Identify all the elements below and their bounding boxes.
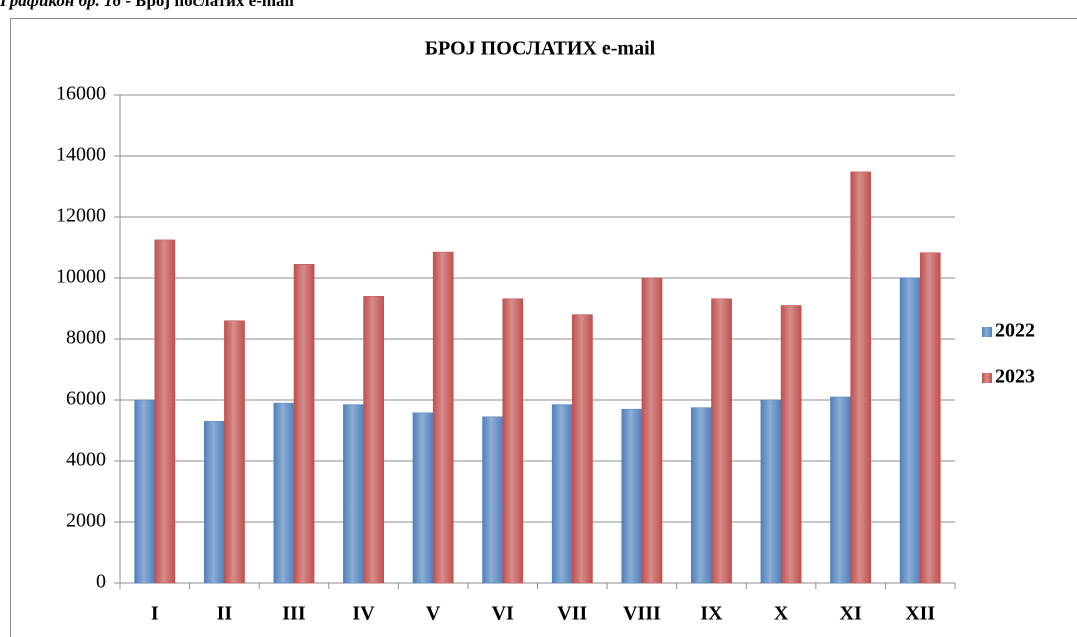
bar [224,320,245,584]
x-tick-label: VI [492,603,514,625]
y-tick-label: 2000 [66,510,106,532]
x-tick-label: VIII [623,603,661,625]
caption: Графикон бр. 16 - Број послатих e-mail [0,0,294,10]
caption-label: Графикон бр. 16 [0,0,122,10]
legend-swatch [982,327,992,337]
x-tick-label: V [426,603,441,625]
legend-swatch [982,373,992,383]
bar [760,399,782,584]
bar [850,171,872,584]
x-tick-label: III [282,603,306,625]
bar [551,404,573,584]
x-tick-label: X [774,603,789,625]
bar [641,277,663,584]
x-tick-label: IX [700,603,723,625]
bar [899,277,921,584]
x-tick-label: XI [840,603,862,625]
bar [691,407,712,584]
x-tick-label: IV [352,603,375,625]
bar [482,416,503,584]
bar [502,298,524,584]
bar [363,296,384,584]
bar [154,239,176,584]
x-tick-label: I [151,603,159,625]
bar [273,402,295,584]
bar [203,421,225,584]
chart-border [10,18,1077,637]
x-tick-label: XII [905,603,935,625]
y-tick-label: 0 [96,571,106,593]
bar [711,298,732,584]
bar [343,404,364,584]
y-tick-label: 16000 [56,83,106,105]
bar [432,251,454,584]
y-tick-label: 8000 [66,327,106,349]
bar [412,412,434,584]
bar [134,399,156,584]
y-tick-label: 14000 [56,144,106,166]
bar [572,314,593,584]
x-tick-label: VII [557,603,587,625]
chart-title: БРОЈ ПОСЛАТИХ e-mail [425,38,656,60]
bar [621,408,643,584]
bar [780,305,802,584]
legend-label: 2023 [995,366,1035,388]
y-tick-label: 10000 [56,266,106,288]
bar [919,252,941,584]
legend-label: 2022 [995,320,1035,342]
y-tick-label: 6000 [66,388,106,410]
caption-text: - Број послатих e-mail [121,0,294,10]
bar [293,264,315,584]
bar [830,396,851,584]
y-tick-label: 4000 [66,449,106,471]
x-tick-label: II [217,603,233,625]
y-tick-label: 12000 [56,205,106,227]
